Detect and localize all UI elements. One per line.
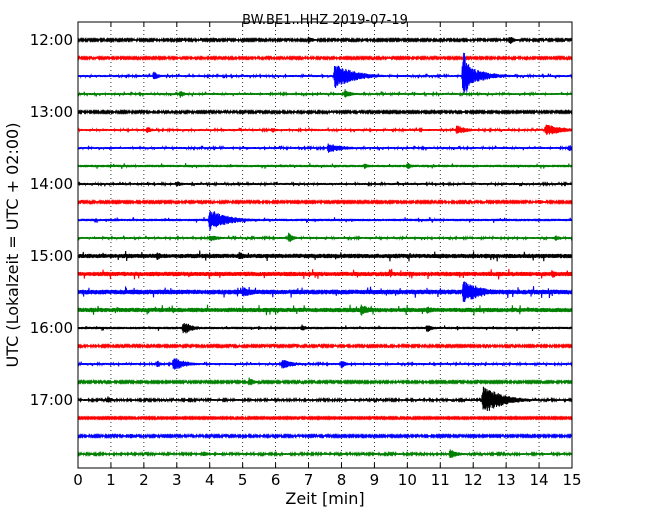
trace-1615 [78,343,572,349]
y-tick-label: 17:00 [30,391,73,409]
x-tick-label: 5 [238,471,248,489]
traces [78,36,572,459]
x-tick-label: 12 [464,471,483,489]
x-tick-label: 9 [370,471,380,489]
x-tick-label: 3 [172,471,182,489]
trace-1215 [78,55,572,61]
x-tick-label: 4 [205,471,215,489]
x-axis-ticks: 0 1 2 3 4 5 6 7 8 9 10 11 12 13 14 15 [73,22,582,489]
trace-1715 [78,415,572,421]
trace-1700 [78,386,572,411]
chart-title: BW.BE1..HHZ 2019-07-19 [242,13,408,28]
trace-1245 [78,89,572,98]
trace-1530 [78,281,572,303]
x-tick-label: 8 [337,471,347,489]
trace-1430 [78,211,572,231]
x-tick-label: 6 [271,471,281,489]
y-axis-ticks: 12:00 13:00 14:00 15:00 16:00 17:00 [30,31,572,409]
trace-1600 [78,323,572,334]
x-tick-label: 0 [73,471,83,489]
y-tick-label: 13:00 [30,103,73,121]
trace-1500 [78,250,572,262]
trace-1730 [78,433,572,439]
y-tick-label: 14:00 [30,175,73,193]
trace-1300 [78,109,572,115]
y-tick-label: 15:00 [30,247,73,265]
x-tick-label: 7 [304,471,314,489]
trace-1230 [78,52,572,95]
x-tick-label: 14 [530,471,549,489]
trace-1330 [78,143,572,153]
trace-1545 [78,304,572,316]
trace-1445 [78,232,572,242]
y-axis-label: UTC (Lokalzeit = UTC + 02:00) [3,123,22,368]
trace-1645 [78,377,572,386]
trace-1630 [78,358,572,370]
y-tick-label: 16:00 [30,319,73,337]
y-tick-label: 12:00 [30,31,73,49]
plot-frame [77,21,573,469]
trace-1515 [78,268,572,280]
x-axis-label: Zeit [min] [285,489,364,508]
x-tick-label: 13 [497,471,516,489]
x-tick-label: 15 [562,471,581,489]
trace-1345 [78,162,572,169]
x-tick-label: 10 [398,471,417,489]
x-tick-label: 2 [139,471,149,489]
trace-1400 [78,181,572,187]
trace-1315 [78,124,572,135]
x-tick-label: 11 [431,471,450,489]
trace-1200 [78,36,572,44]
x-tick-label: 1 [106,471,116,489]
trace-1745 [78,449,572,459]
trace-1415 [78,199,572,205]
